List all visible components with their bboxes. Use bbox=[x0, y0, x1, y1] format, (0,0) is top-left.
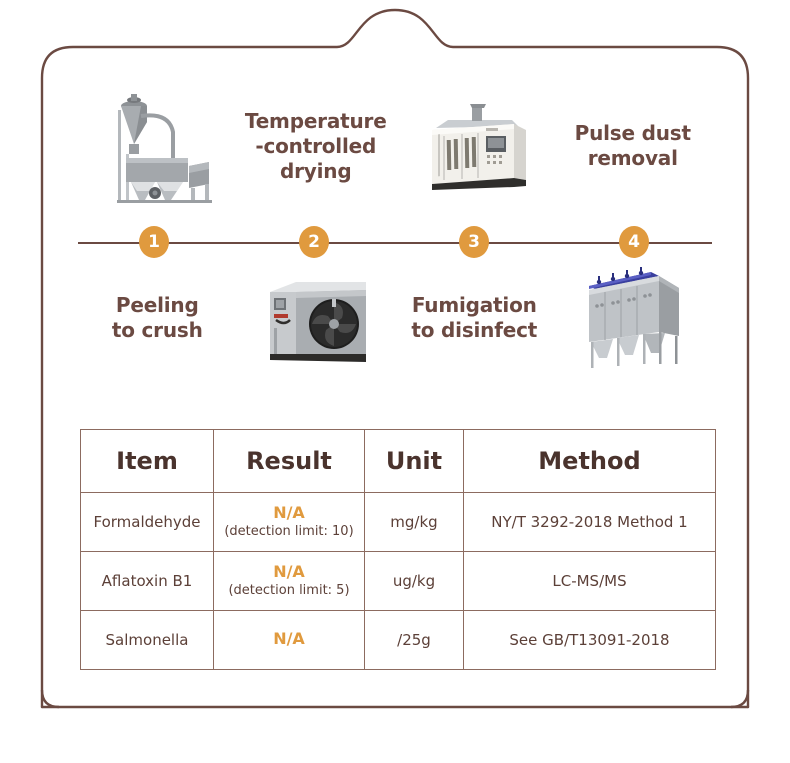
result-group: N/A (detection limit: 10) bbox=[214, 503, 364, 540]
process-row-top: Temperature -controlled drying bbox=[78, 88, 712, 208]
process-cell-step3-label: Fumigation to disinfect bbox=[395, 258, 554, 378]
process-cell-step1-label: Peeling to crush bbox=[78, 258, 237, 378]
test-results-table: Item Result Unit Method Formaldehyde N/A… bbox=[80, 429, 716, 670]
step-marker-4[interactable]: 4 bbox=[619, 226, 649, 258]
column-header-method: Method bbox=[463, 429, 716, 493]
step-label-2: Temperature -controlled drying bbox=[244, 108, 387, 183]
column-header-result: Result bbox=[213, 429, 365, 493]
table-row: Salmonella N/A /25g See GB/T13091-2018 bbox=[80, 610, 716, 670]
status-badge: N/A bbox=[273, 503, 305, 523]
result-group: N/A (detection limit: 5) bbox=[214, 562, 364, 599]
process-cell-step3-image bbox=[395, 88, 554, 208]
step-marker-1[interactable]: 1 bbox=[139, 226, 169, 258]
step-label-3: Fumigation to disinfect bbox=[411, 293, 538, 342]
process-cell-step1-image bbox=[78, 88, 237, 208]
grinder-machine-icon bbox=[97, 92, 217, 204]
timeline-line bbox=[78, 242, 712, 244]
fumigation-chamber-icon bbox=[414, 92, 534, 204]
cell-result: N/A bbox=[213, 610, 365, 670]
dust-collector-icon bbox=[573, 262, 693, 374]
drying-machine-icon bbox=[256, 262, 376, 374]
column-header-unit: Unit bbox=[364, 429, 464, 493]
table-header: Item Result Unit Method bbox=[80, 429, 716, 493]
cell-method: NY/T 3292-2018 Method 1 bbox=[463, 492, 716, 552]
detection-limit-note: (detection limit: 5) bbox=[228, 583, 350, 599]
cell-result: N/A (detection limit: 5) bbox=[213, 551, 365, 611]
cell-unit: /25g bbox=[364, 610, 464, 670]
status-badge: N/A bbox=[273, 629, 305, 649]
detection-limit-note: (detection limit: 10) bbox=[224, 524, 354, 540]
process-cell-step2-image bbox=[237, 258, 396, 378]
step-label-4: Pulse dust removal bbox=[574, 121, 691, 170]
process-cell-step2-label: Temperature -controlled drying bbox=[237, 88, 396, 208]
process-row-bottom: Peeling to crush bbox=[78, 258, 712, 378]
table-row: Formaldehyde N/A (detection limit: 10) m… bbox=[80, 492, 716, 552]
cell-method: LC-MS/MS bbox=[463, 551, 716, 611]
cell-item: Salmonella bbox=[80, 610, 214, 670]
status-badge: N/A bbox=[273, 562, 305, 582]
process-flow-section: Temperature -controlled drying bbox=[78, 88, 712, 378]
cell-item: Aflatoxin B1 bbox=[80, 551, 214, 611]
step-marker-3[interactable]: 3 bbox=[459, 226, 489, 258]
step-marker-2[interactable]: 2 bbox=[299, 226, 329, 258]
cell-item: Formaldehyde bbox=[80, 492, 214, 552]
process-timeline: 1 2 3 4 bbox=[78, 226, 712, 260]
column-header-item: Item bbox=[80, 429, 214, 493]
step-label-1: Peeling to crush bbox=[111, 293, 203, 342]
cell-method: See GB/T13091-2018 bbox=[463, 610, 716, 670]
cell-result: N/A (detection limit: 10) bbox=[213, 492, 365, 552]
result-group: N/A bbox=[214, 629, 364, 650]
process-cell-step4-image bbox=[554, 258, 713, 378]
table-header-row: Item Result Unit Method bbox=[80, 429, 716, 493]
process-cell-step4-label: Pulse dust removal bbox=[554, 88, 713, 208]
table-row: Aflatoxin B1 N/A (detection limit: 5) ug… bbox=[80, 551, 716, 611]
table-body: Formaldehyde N/A (detection limit: 10) m… bbox=[80, 492, 716, 670]
cell-unit: mg/kg bbox=[364, 492, 464, 552]
cell-unit: ug/kg bbox=[364, 551, 464, 611]
